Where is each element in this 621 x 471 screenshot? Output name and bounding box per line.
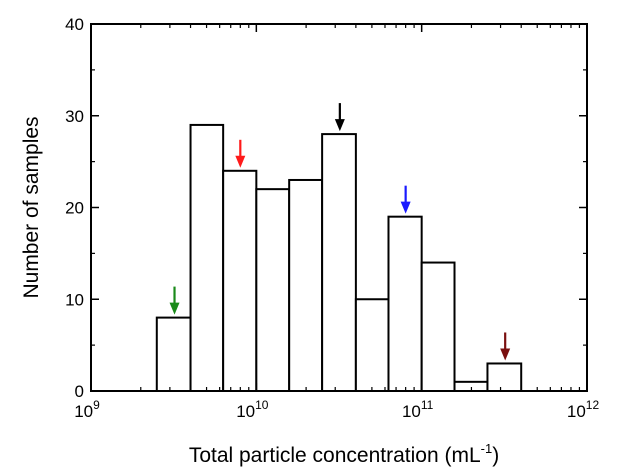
arrow-head	[400, 201, 411, 214]
histogram-bar	[155, 316, 192, 393]
x-tick-label: 1012	[567, 398, 600, 421]
arrow-head	[235, 155, 246, 168]
histogram-bar	[222, 169, 258, 392]
arrow-head	[169, 302, 180, 315]
x-tick-labels: 109 1010 1011 1012	[74, 398, 599, 421]
sample-arrow	[400, 185, 411, 214]
y-tick-labels: 0 10 20 30 40	[65, 15, 84, 401]
histogram-bar	[321, 133, 357, 392]
y-tick-label: 20	[65, 199, 84, 218]
sample-arrow	[169, 286, 180, 315]
arrow-head	[334, 119, 345, 132]
x-axis-title: Total particle concentration (mL-1)	[189, 441, 499, 467]
sample-arrow	[334, 103, 345, 132]
arrow-head	[500, 348, 511, 361]
sample-arrow	[235, 139, 246, 168]
histogram-bar	[288, 178, 324, 392]
x-tick-label: 109	[74, 398, 100, 421]
histogram-bar	[387, 215, 423, 392]
histogram-bar	[255, 188, 291, 392]
y-tick-label: 0	[75, 382, 84, 401]
histogram-bar	[420, 261, 456, 392]
sample-arrow	[500, 332, 511, 361]
histogram-bars	[155, 123, 523, 393]
axis-ticks	[90, 23, 588, 392]
histogram-bar	[354, 298, 390, 392]
sample-arrows	[169, 103, 511, 361]
histogram-bar	[486, 362, 523, 393]
x-tick-label: 1011	[402, 398, 434, 421]
y-tick-label: 10	[65, 290, 84, 309]
y-tick-label: 30	[65, 107, 84, 126]
y-tick-label: 40	[65, 15, 84, 34]
x-tick-label: 1010	[236, 398, 269, 421]
histogram-bar	[189, 123, 225, 393]
y-axis-title: Number of samples	[20, 116, 43, 298]
